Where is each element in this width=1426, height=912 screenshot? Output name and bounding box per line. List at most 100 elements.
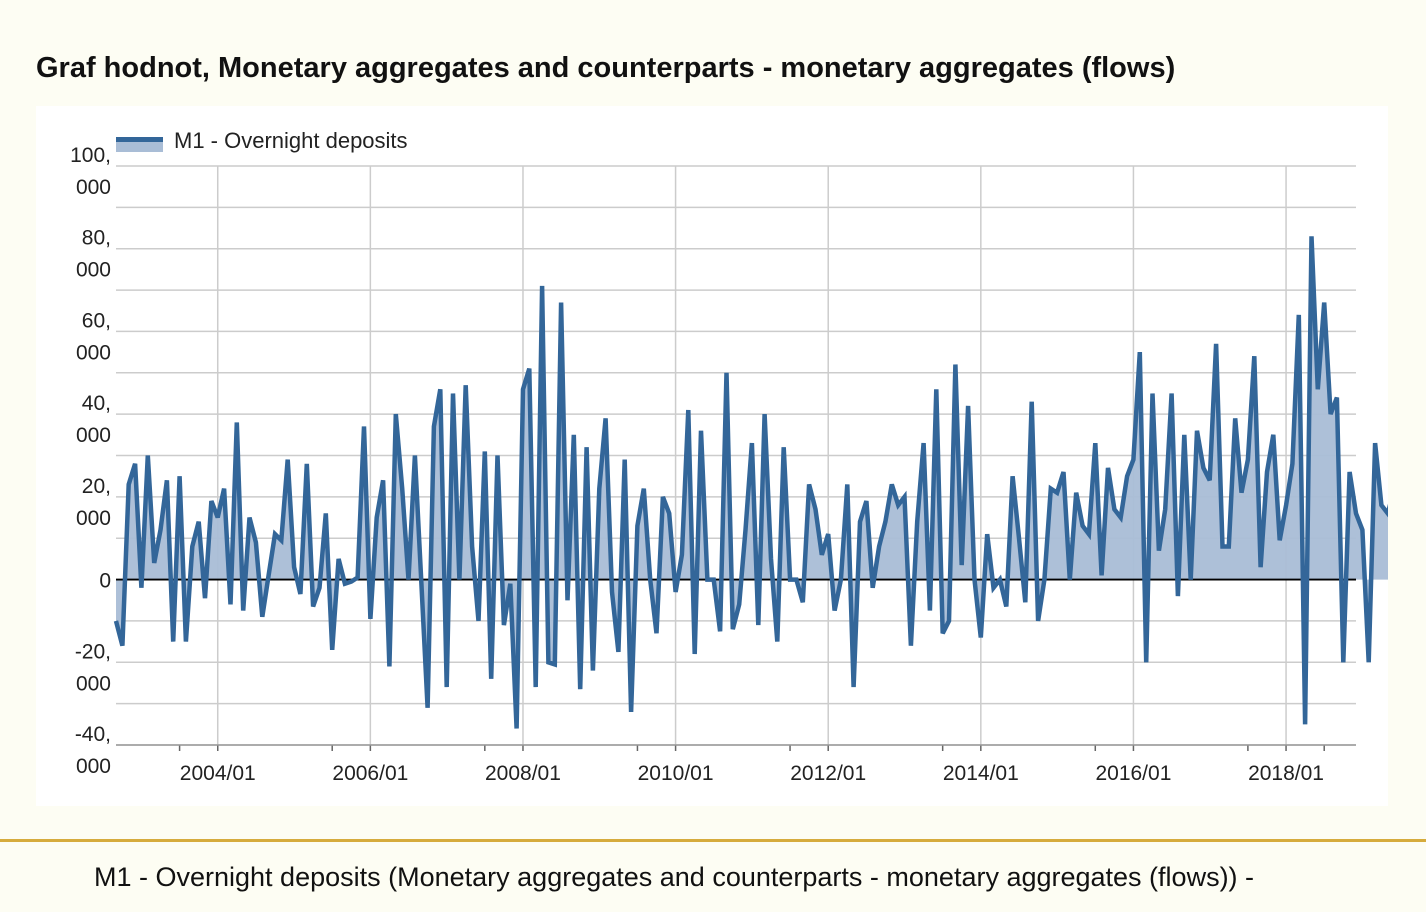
data-point[interactable]: [946, 618, 952, 624]
data-point[interactable]: [1086, 531, 1092, 537]
data-point[interactable]: [202, 595, 208, 601]
data-point[interactable]: [476, 618, 482, 624]
data-point[interactable]: [927, 608, 933, 614]
data-point[interactable]: [1321, 300, 1327, 306]
data-point[interactable]: [914, 519, 920, 525]
data-point[interactable]: [1220, 544, 1226, 550]
data-point[interactable]: [940, 630, 946, 636]
data-point[interactable]: [762, 411, 768, 417]
data-point[interactable]: [1226, 544, 1232, 550]
data-point[interactable]: [844, 481, 850, 487]
data-point[interactable]: [749, 440, 755, 446]
data-point[interactable]: [348, 579, 354, 585]
data-point[interactable]: [933, 386, 939, 392]
data-point[interactable]: [978, 635, 984, 641]
data-point[interactable]: [921, 440, 927, 446]
data-point[interactable]: [393, 411, 399, 417]
data-point[interactable]: [482, 448, 488, 454]
data-point[interactable]: [1105, 465, 1111, 471]
data-point[interactable]: [666, 510, 672, 516]
data-point[interactable]: [412, 453, 418, 459]
data-point[interactable]: [285, 457, 291, 463]
data-point[interactable]: [832, 608, 838, 614]
data-point[interactable]: [565, 597, 571, 603]
data-point[interactable]: [882, 519, 888, 525]
data-point[interactable]: [1029, 399, 1035, 405]
data-point[interactable]: [1340, 659, 1346, 665]
data-point[interactable]: [724, 370, 730, 376]
data-point[interactable]: [1366, 659, 1372, 665]
data-point[interactable]: [1232, 415, 1238, 421]
data-point[interactable]: [1010, 473, 1016, 479]
data-point[interactable]: [1334, 395, 1340, 401]
data-point[interactable]: [596, 486, 602, 492]
data-point[interactable]: [1022, 599, 1028, 605]
data-point[interactable]: [1169, 391, 1175, 397]
data-point[interactable]: [189, 544, 195, 550]
data-point[interactable]: [641, 486, 647, 492]
data-point[interactable]: [355, 575, 361, 581]
data-point[interactable]: [1067, 577, 1073, 583]
data-point[interactable]: [317, 585, 323, 591]
data-point[interactable]: [838, 577, 844, 583]
data-point[interactable]: [1296, 312, 1302, 318]
data-point[interactable]: [1328, 411, 1334, 417]
data-point[interactable]: [603, 415, 609, 421]
data-point[interactable]: [1150, 391, 1156, 397]
data-point[interactable]: [456, 577, 462, 583]
data-point[interactable]: [514, 726, 520, 732]
data-point[interactable]: [991, 585, 997, 591]
data-point[interactable]: [138, 585, 144, 591]
data-point[interactable]: [959, 562, 965, 568]
data-point[interactable]: [495, 453, 501, 459]
data-point[interactable]: [208, 498, 214, 504]
data-point[interactable]: [755, 622, 761, 628]
data-point[interactable]: [622, 457, 628, 463]
data-point[interactable]: [437, 386, 443, 392]
data-point[interactable]: [183, 639, 189, 645]
data-point[interactable]: [1315, 386, 1321, 392]
data-point[interactable]: [870, 585, 876, 591]
data-point[interactable]: [1372, 440, 1378, 446]
data-point[interactable]: [673, 589, 679, 595]
data-point[interactable]: [1245, 457, 1251, 463]
data-point[interactable]: [819, 552, 825, 558]
data-point[interactable]: [406, 577, 412, 583]
data-point[interactable]: [984, 531, 990, 537]
data-point[interactable]: [507, 581, 513, 587]
data-point[interactable]: [113, 618, 119, 624]
data-point[interactable]: [787, 577, 793, 583]
data-point[interactable]: [469, 544, 475, 550]
data-point[interactable]: [132, 461, 138, 467]
data-point[interactable]: [825, 531, 831, 537]
data-point[interactable]: [1239, 490, 1245, 496]
data-point[interactable]: [488, 676, 494, 682]
data-point[interactable]: [1270, 432, 1276, 438]
data-point[interactable]: [196, 519, 202, 525]
data-point[interactable]: [221, 486, 227, 492]
data-point[interactable]: [1016, 535, 1022, 541]
data-point[interactable]: [736, 601, 742, 607]
data-point[interactable]: [952, 362, 958, 368]
data-point[interactable]: [463, 382, 469, 388]
data-point[interactable]: [228, 601, 234, 607]
data-point[interactable]: [1061, 469, 1067, 475]
data-point[interactable]: [240, 608, 246, 614]
data-point[interactable]: [367, 616, 373, 622]
data-point[interactable]: [1251, 353, 1257, 359]
data-point[interactable]: [119, 643, 125, 649]
data-point[interactable]: [768, 556, 774, 562]
data-point[interactable]: [1207, 477, 1213, 483]
data-point[interactable]: [584, 444, 590, 450]
data-point[interactable]: [1302, 721, 1308, 727]
data-point[interactable]: [781, 444, 787, 450]
data-point[interactable]: [1099, 572, 1105, 578]
data-point[interactable]: [902, 494, 908, 500]
data-point[interactable]: [418, 577, 424, 583]
data-point[interactable]: [1080, 523, 1086, 529]
data-point[interactable]: [526, 366, 532, 372]
data-point[interactable]: [704, 577, 710, 583]
data-point[interactable]: [997, 577, 1003, 583]
data-point[interactable]: [361, 424, 367, 430]
data-point[interactable]: [1289, 461, 1295, 467]
